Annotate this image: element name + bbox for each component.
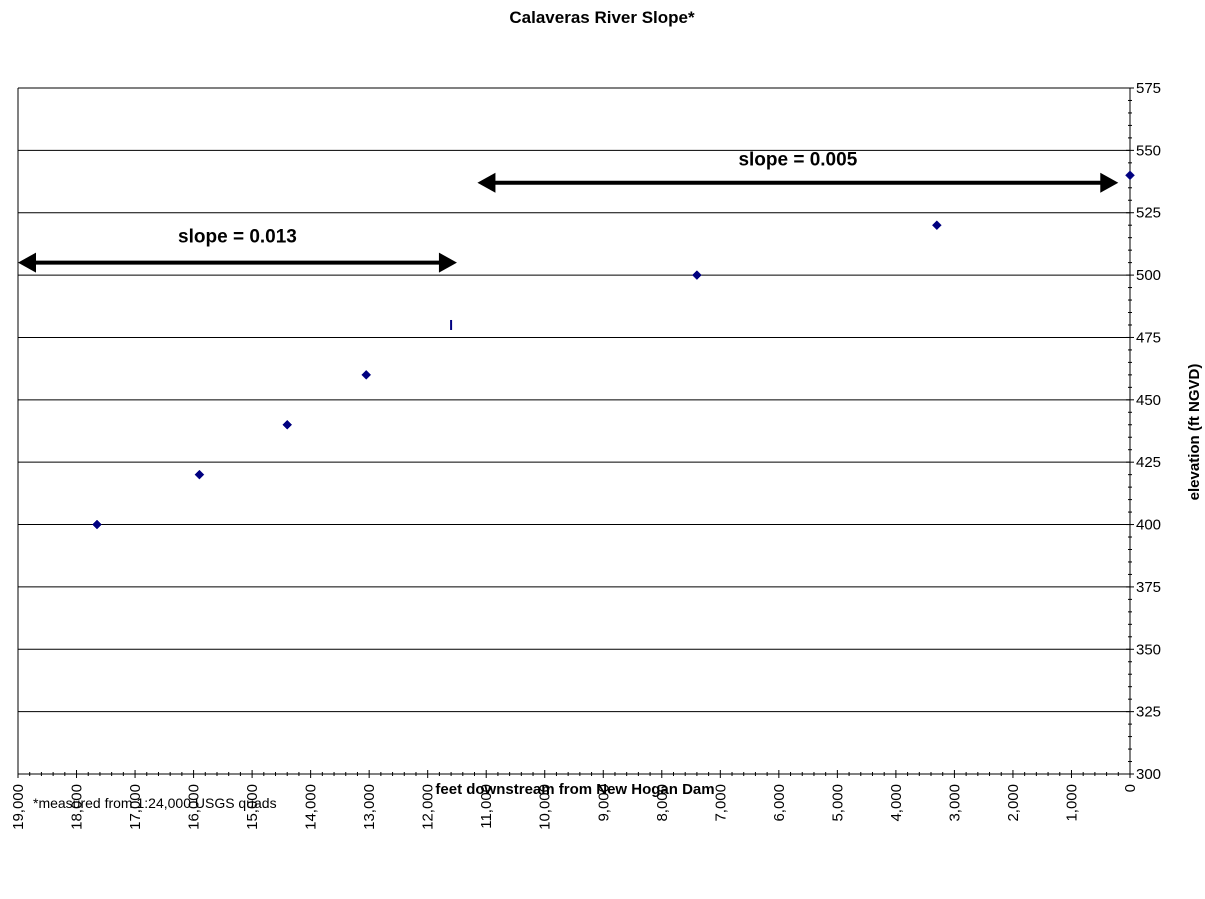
x-tick-label: 5,000: [829, 784, 846, 822]
y-axis-label: elevation (ft NGVD): [1186, 364, 1203, 501]
chart-title: Calaveras River Slope*: [509, 8, 695, 27]
x-tick-label: 16,000: [186, 784, 203, 830]
y-axis-ticks: 300 325 350 375 400 425 450 475 500 525 550 575: [1126, 80, 1161, 783]
arrow-head-left: [477, 172, 496, 193]
slope-label: slope = 0.005: [738, 149, 857, 170]
arrow-head-right: [438, 252, 457, 273]
y-tick-label: 450: [1136, 392, 1161, 409]
x-tick-label: 11,000: [478, 784, 495, 829]
gridlines: [18, 87, 1130, 713]
x-tick-label: 12,000: [420, 784, 437, 830]
data-point: [92, 519, 102, 530]
x-tick-label: 6,000: [771, 784, 788, 822]
slope-label: slope = 0.013: [178, 227, 297, 248]
data-point: [692, 270, 702, 280]
axes: [17, 88, 1131, 775]
x-tick-label: 7,000: [712, 784, 729, 822]
slope-annotation: slope = 0.005: [477, 149, 1119, 193]
x-tick-label: 14,000: [303, 784, 320, 830]
slope-annotations: slope = 0.013 slope = 0.005: [18, 149, 1119, 273]
x-tick-label: 8,000: [654, 784, 671, 822]
y-tick-label: 525: [1136, 205, 1161, 222]
data-points: [92, 170, 1135, 530]
x-tick-label: 18,000: [69, 784, 86, 830]
y-tick-label: 300: [1136, 766, 1161, 783]
data-point: [1125, 170, 1135, 181]
y-tick-label: 575: [1136, 80, 1161, 97]
x-tick-label: 13,000: [361, 784, 378, 830]
x-tick-label: 15,000: [244, 784, 261, 830]
data-point: [932, 220, 942, 231]
x-tick-label: 4,000: [888, 784, 905, 822]
x-tick-label: 0: [1122, 784, 1139, 792]
x-tick-label: 17,000: [127, 784, 144, 830]
y-tick-label: 550: [1136, 142, 1161, 159]
arrow-head-left: [18, 252, 36, 273]
x-tick-label: 19,000: [10, 784, 27, 830]
x-tick-label: 2,000: [1005, 784, 1022, 822]
y-tick-label: 375: [1136, 579, 1161, 596]
x-tick-label: 9,000: [595, 784, 612, 822]
arrow-head-right: [1100, 172, 1119, 193]
y-tick-label: 400: [1136, 517, 1161, 534]
y-tick-label: 425: [1136, 454, 1161, 471]
x-axis-ticks: 19,000 18,000 17,000 16,000 15,000 14,000 13,0…: [10, 770, 1139, 830]
x-tick-label: 10,000: [537, 784, 554, 830]
data-point: [282, 419, 293, 430]
x-tick-label: 3,000: [946, 784, 963, 822]
x-axis-label: feet downstream from New Hogan Dam: [435, 781, 714, 798]
y-tick-label: 325: [1136, 704, 1161, 721]
y-tick-label: 350: [1136, 641, 1161, 658]
y-tick-label: 500: [1136, 267, 1161, 284]
slope-annotation: slope = 0.013: [18, 227, 457, 273]
data-point: [361, 370, 372, 380]
y-tick-label: 475: [1136, 329, 1161, 346]
data-point: [194, 469, 205, 480]
footnote: *measured from 1:24,000 USGS quads: [33, 795, 277, 811]
x-tick-label: 1,000: [1063, 784, 1080, 822]
